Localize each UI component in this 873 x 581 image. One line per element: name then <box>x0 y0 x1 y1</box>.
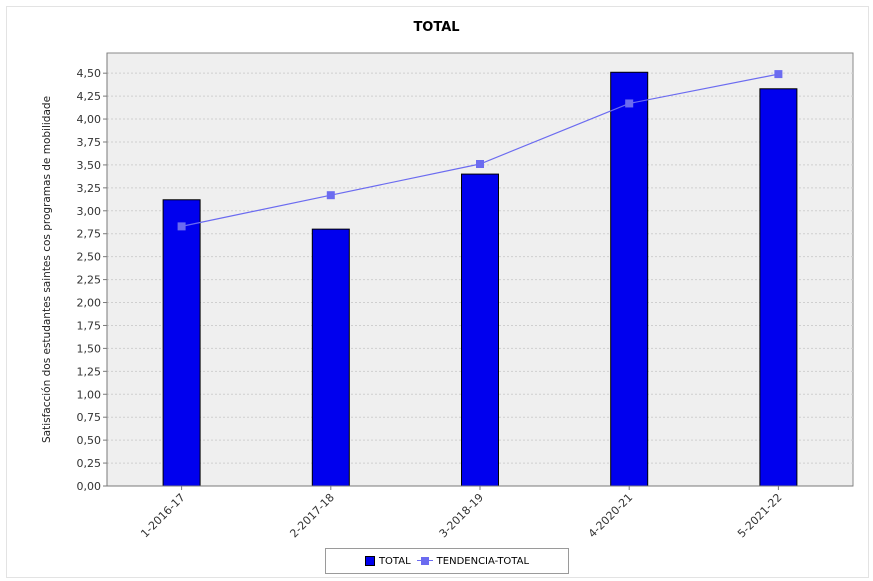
y-tick-label: 3,00 <box>77 205 102 218</box>
bar <box>759 88 798 487</box>
y-tick-label: 1,75 <box>77 319 102 332</box>
chart-title: TOTAL <box>413 20 460 35</box>
y-tick-label: 0,00 <box>77 480 102 493</box>
x-axis: 1-2016-17 2-2017-18 3-2018-19 4-2020-21 5-20… <box>107 485 853 540</box>
y-tick-label: 3,25 <box>77 182 102 195</box>
y-tick-label: 0,50 <box>77 434 102 447</box>
trend-point <box>625 99 634 108</box>
trend-series <box>177 70 783 231</box>
bar <box>610 71 649 487</box>
legend-item-total: TOTAL <box>364 555 411 567</box>
y-tick-label: 4,25 <box>77 90 102 103</box>
y-tick-label: 2,25 <box>77 274 102 287</box>
x-tick-label: 1-2016-17 <box>138 491 187 540</box>
y-tick-label: 3,75 <box>77 136 102 149</box>
legend: TOTAL TENDENCIA-TOTAL <box>325 548 569 574</box>
bar <box>162 199 201 487</box>
y-axis-label: Satisfacción dos estudantes saintes cos … <box>41 96 53 443</box>
y-tick-label: 0,25 <box>77 457 102 470</box>
x-tick-label: 3-2018-19 <box>437 491 486 540</box>
trend-point <box>476 160 484 169</box>
legend-label-trend: TENDENCIA-TOTAL <box>436 555 530 567</box>
legend-label-total: TOTAL <box>378 555 411 567</box>
y-tick-label: 1,00 <box>77 388 102 401</box>
trend-point <box>177 222 186 231</box>
bar <box>311 228 350 487</box>
y-tick-label: 4,50 <box>77 67 102 80</box>
x-tick-label: 4-2020-21 <box>586 491 635 540</box>
trend-point <box>774 70 783 79</box>
y-tick-label: 1,50 <box>77 342 102 355</box>
y-tick-label: 1,25 <box>77 365 102 378</box>
legend-line-swatch <box>416 556 433 566</box>
y-tick-label: 2,50 <box>77 251 102 264</box>
legend-item-trend: TENDENCIA-TOTAL <box>416 555 530 567</box>
trend-point <box>326 191 335 200</box>
y-tick-label: 0,75 <box>77 411 102 424</box>
y-tick-label: 4,00 <box>77 113 102 126</box>
x-tick-label: 2-2017-18 <box>287 491 336 540</box>
bar-series <box>162 71 798 487</box>
y-tick-label: 2,00 <box>77 297 102 310</box>
legend-bar-swatch <box>364 556 375 566</box>
y-tick-label: 3,50 <box>77 159 102 172</box>
y-axis: 0,00 0,25 0,50 0,75 1,00 1,25 1,50 1,75 2,00 2,25… <box>77 53 108 493</box>
y-tick-label: 2,75 <box>77 228 102 241</box>
x-tick-label: 5-2021-22 <box>735 491 784 540</box>
bar <box>461 173 499 487</box>
